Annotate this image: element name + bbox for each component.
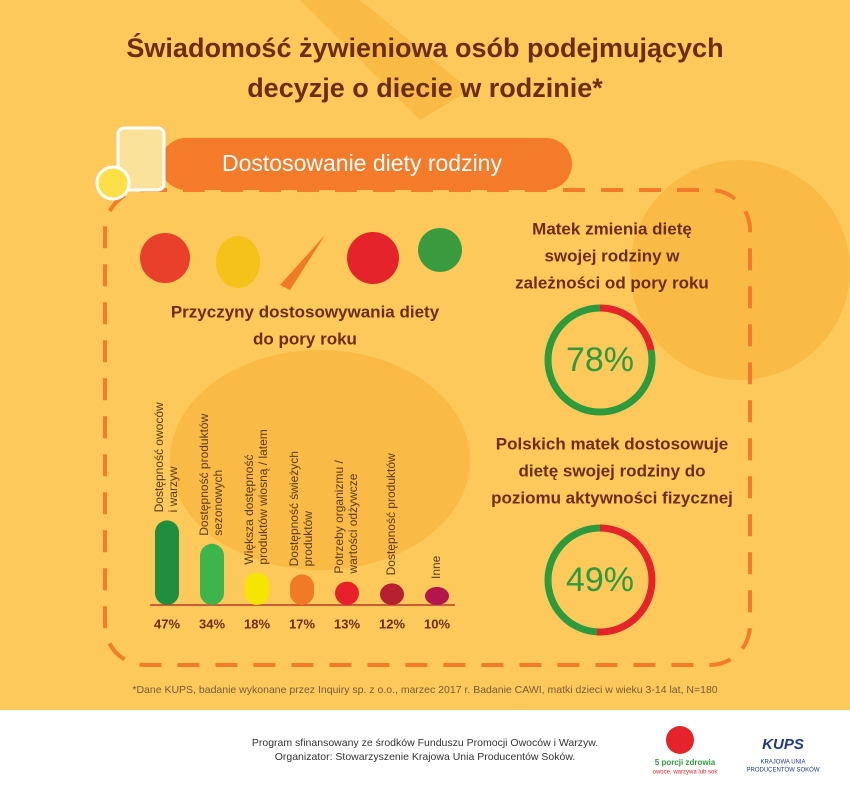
- chart-title: Przyczyny dostosowywania diety: [171, 302, 440, 321]
- category-label: Dostępność owoców: [152, 402, 166, 512]
- logo-text: KRAJOWA UNIA: [760, 760, 805, 766]
- lemon-icon: [95, 165, 131, 201]
- broccoli-icon: [418, 228, 462, 272]
- pear-icon: [216, 236, 260, 288]
- category-label: Większa dostępność: [242, 455, 256, 565]
- chart-title: poziomu aktywności fizycznej: [491, 488, 733, 507]
- bar: [380, 583, 404, 605]
- footer-text: Program sfinansowany ze środków Funduszu…: [252, 737, 598, 749]
- value-label: 17%: [289, 616, 315, 631]
- donut-value: [544, 524, 656, 636]
- bg-carrot: [300, 0, 470, 120]
- logo-text: owoce, warzywa lub sok: [653, 770, 719, 776]
- category-label: wartości odżywcze: [346, 473, 360, 574]
- chart-title: swojej rodziny w: [544, 246, 680, 265]
- chart-title: Matek zmienia dietę: [532, 219, 692, 238]
- category-label: Dostępność produktów: [384, 453, 398, 575]
- category-label: Inne: [429, 555, 443, 579]
- bar: [200, 543, 224, 605]
- value-label: 13%: [334, 616, 360, 631]
- title: Świadomość żywieniowa osób podejmujących: [126, 32, 723, 63]
- category-label: Dostępność produktów: [197, 413, 211, 535]
- footer-text: Organizator: Stowarzyszenie Krajowa Unia…: [275, 751, 576, 763]
- bar: [245, 572, 269, 605]
- chart-title: do pory roku: [253, 329, 357, 348]
- footnote: *Dane KUPS, badanie wykonane przez Inqui…: [132, 684, 717, 696]
- bg-apple: [630, 160, 850, 380]
- bar: [290, 574, 314, 605]
- chart-title: dietę swojej rodziny do: [518, 461, 705, 480]
- logo-text: PRODUCENTÓW SOKÓW: [747, 767, 820, 774]
- value-label: 18%: [244, 616, 270, 631]
- logo-text: 5 porcji zdrowia: [655, 758, 716, 767]
- value-label: 12%: [379, 616, 405, 631]
- category-label: produktów: [301, 511, 315, 567]
- logo-text: KUPS: [762, 736, 804, 753]
- donut-value: [544, 304, 656, 416]
- category-label: sezonowych: [211, 470, 225, 536]
- value-label: 47%: [154, 616, 180, 631]
- chart-title: Polskich matek dostosowuje: [496, 434, 728, 453]
- apple-icon: [347, 232, 399, 284]
- chart-title: zależności od pory roku: [515, 273, 709, 292]
- juice-icon: [116, 126, 166, 192]
- bg-broccoli: [170, 350, 470, 570]
- bar: [155, 520, 179, 605]
- carrot-icon: [280, 235, 325, 290]
- category-label: i warzyw: [166, 466, 180, 512]
- banner-text: Dostosowanie diety rodziny: [222, 150, 502, 176]
- bar: [425, 587, 449, 605]
- tomato-icon: [140, 233, 190, 283]
- category-label: Dostępność świeżych: [287, 451, 301, 566]
- donut-label: 49%: [566, 561, 634, 599]
- category-label: produktów wiosną / latem: [256, 429, 270, 564]
- donut-label: 78%: [566, 341, 634, 379]
- category-label: Potrzeby organizmu /: [332, 460, 346, 574]
- title: decyzje o diecie w rodzinie*: [247, 73, 603, 103]
- logo-icon: [666, 726, 694, 754]
- banner: [160, 138, 572, 190]
- footer-background: [0, 710, 850, 786]
- value-label: 10%: [424, 616, 450, 631]
- bar: [335, 581, 359, 605]
- value-label: 34%: [199, 616, 225, 631]
